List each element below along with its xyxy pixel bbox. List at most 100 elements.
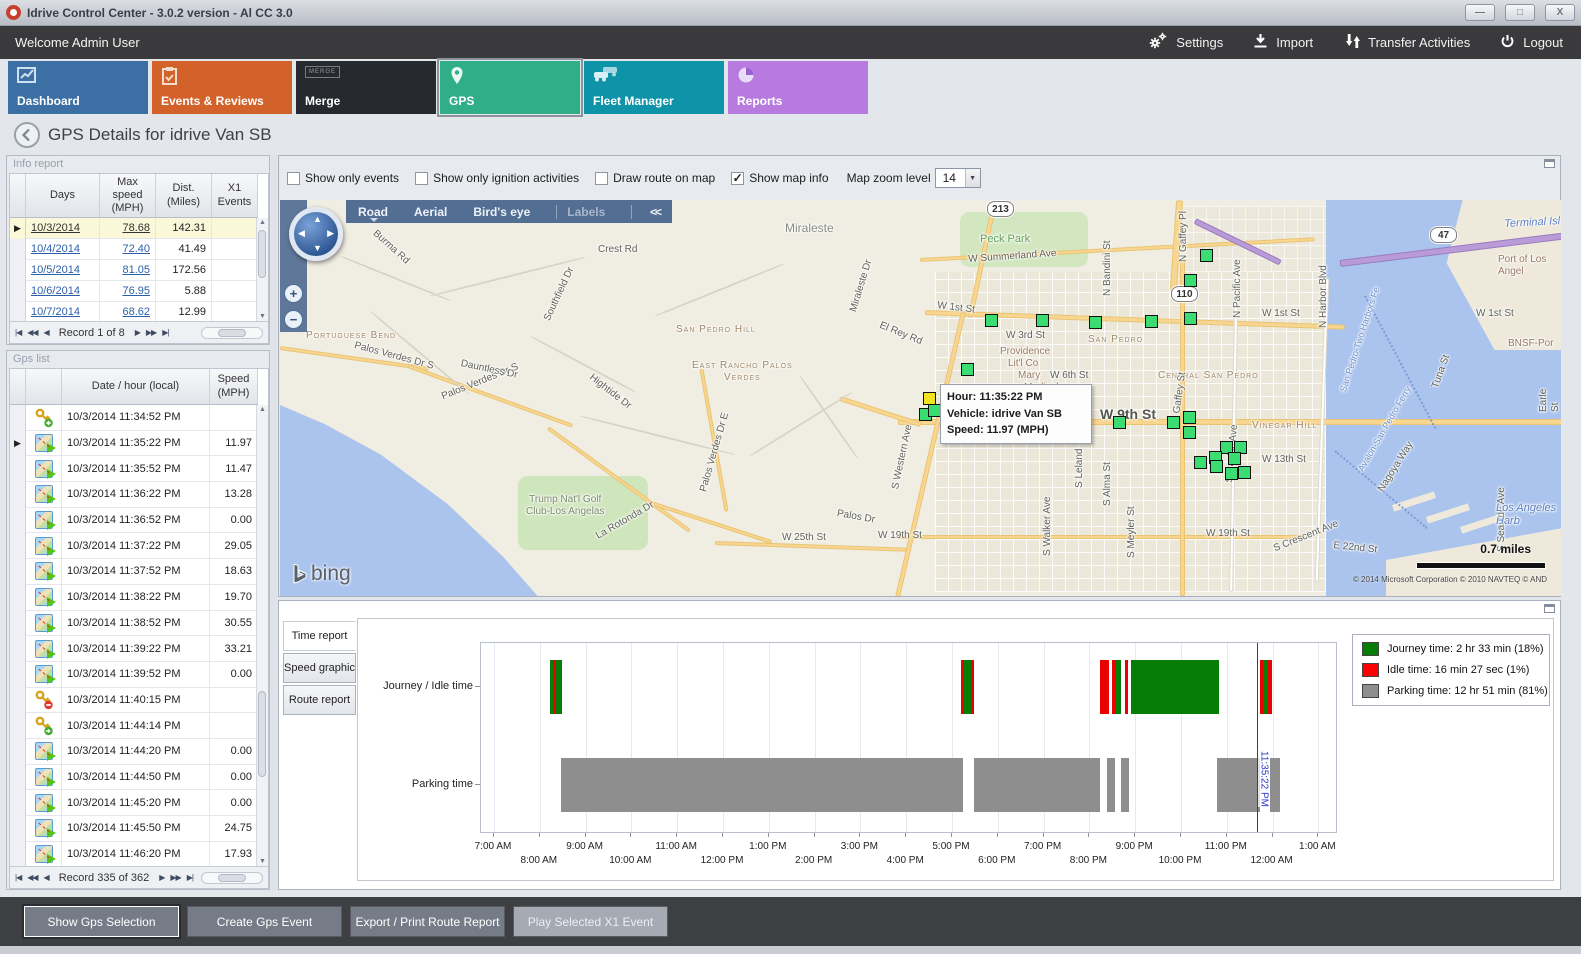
scroll-down-arrow[interactable]: ▼: [259, 858, 266, 865]
horizontal-scrollbar[interactable]: [201, 871, 263, 884]
info-report-vscrollbar[interactable]: ▲ ▼: [256, 218, 268, 321]
scroll-up-arrow[interactable]: ▲: [259, 219, 266, 226]
map-view-tab-aerial[interactable]: Aerial: [414, 204, 448, 219]
column-header[interactable]: Days: [26, 174, 100, 218]
map-marker[interactable]: [1184, 312, 1197, 325]
tab-gps[interactable]: GPS: [437, 58, 583, 117]
tab-fleet-manager[interactable]: Fleet Manager: [584, 61, 724, 114]
map-marker[interactable]: [1200, 249, 1213, 262]
map-marker[interactable]: [1184, 274, 1197, 287]
max-speed-link[interactable]: 72.40: [122, 243, 150, 255]
map-marker[interactable]: [1210, 460, 1223, 473]
gps-row-datetime[interactable]: 10/3/2014 11:36:22 PM: [62, 482, 210, 508]
footer-button-show-gps-selection[interactable]: Show Gps Selection: [24, 906, 179, 937]
back-button[interactable]: [13, 121, 41, 152]
map-pan-compass[interactable]: ▲ ▼ ◀ ▶: [289, 207, 343, 261]
gps-row-datetime[interactable]: 10/3/2014 11:37:52 PM: [62, 559, 210, 585]
fast-next-button[interactable]: ▶▶: [145, 328, 157, 337]
minimize-button[interactable]: —: [1465, 4, 1495, 21]
map-zoom-in-button[interactable]: +: [284, 284, 303, 303]
max-speed-link[interactable]: 68.62: [122, 306, 150, 318]
panel-splitter[interactable]: [271, 155, 277, 890]
checkbox-icon[interactable]: [415, 171, 429, 185]
map-marker[interactable]: [1225, 467, 1238, 480]
gps-row-datetime[interactable]: 10/3/2014 11:44:50 PM: [62, 764, 210, 791]
gps-row-datetime[interactable]: 10/3/2014 11:40:15 PM: [62, 687, 210, 714]
chevron-down-icon[interactable]: ▼: [964, 169, 980, 187]
column-header[interactable]: Date / hour (local): [62, 369, 210, 405]
map-view-tab-road[interactable]: Road: [358, 205, 388, 222]
gps-row-datetime[interactable]: 10/3/2014 11:37:22 PM: [62, 533, 210, 560]
checkbox-show-map-info[interactable]: ✓ Show map info: [731, 171, 829, 185]
gps-row-datetime[interactable]: 10/3/2014 11:35:52 PM: [62, 456, 210, 483]
gps-row-datetime[interactable]: 10/3/2014 11:44:14 PM: [62, 713, 210, 739]
table-row-day[interactable]: 10/5/2014: [26, 260, 100, 281]
column-header[interactable]: Speed (MPH): [210, 369, 258, 405]
menu-item-logout[interactable]: Logout: [1500, 34, 1563, 52]
chart-tab-route-report[interactable]: Route report: [283, 685, 356, 715]
column-header[interactable]: [10, 369, 26, 405]
scroll-up-arrow[interactable]: ▲: [259, 406, 266, 413]
checkbox-icon[interactable]: [287, 171, 300, 185]
fast-next-button[interactable]: ▶▶: [170, 873, 181, 882]
gps-row-datetime[interactable]: 10/3/2014 11:45:50 PM: [62, 816, 210, 842]
maximize-panel-icon[interactable]: [1544, 159, 1555, 168]
close-button[interactable]: X: [1545, 4, 1575, 21]
gps-row-datetime[interactable]: 10/3/2014 11:46:20 PM: [62, 841, 210, 868]
day-link[interactable]: 10/4/2014: [31, 243, 80, 255]
column-header[interactable]: X1 Events: [212, 174, 258, 218]
map-marker[interactable]: [1113, 416, 1126, 429]
table-row-day[interactable]: 10/3/2014: [26, 218, 100, 239]
map-view-tab-labels[interactable]: Labels: [567, 204, 606, 219]
prev-page-button[interactable]: ◀: [43, 328, 50, 337]
tab-merge[interactable]: MERGE Merge: [296, 61, 436, 114]
bing-map[interactable]: Miraleste Peck Park W Summerland Ave Crest …: [280, 200, 1561, 596]
column-header[interactable]: Dist. (Miles): [156, 174, 212, 218]
map-marker[interactable]: [1167, 416, 1180, 429]
map-marker[interactable]: [1089, 316, 1102, 329]
prev-page-button[interactable]: ◀: [43, 873, 50, 882]
day-link[interactable]: 10/6/2014: [31, 285, 80, 297]
scrollbar-thumb[interactable]: [258, 690, 266, 777]
first-page-button[interactable]: |◀: [15, 873, 22, 882]
map-view-tab-birdseye[interactable]: Bird's eye: [473, 204, 531, 219]
day-link[interactable]: 10/7/2014: [31, 306, 80, 318]
gps-row-datetime[interactable]: 10/3/2014 11:34:52 PM: [62, 405, 210, 431]
map-marker[interactable]: [1238, 466, 1251, 479]
map-zoom-dropdown[interactable]: 14 ▼: [934, 168, 981, 188]
map-marker[interactable]: [1145, 315, 1158, 328]
menu-item-settings[interactable]: Settings: [1148, 32, 1223, 53]
menu-item-transfer-activities[interactable]: Transfer Activities: [1343, 33, 1470, 52]
maximize-panel-icon[interactable]: [1544, 604, 1555, 613]
day-link[interactable]: 10/3/2014: [31, 222, 80, 234]
gps-list-vscrollbar[interactable]: ▲ ▼: [256, 405, 268, 866]
gps-row-datetime[interactable]: 10/3/2014 11:35:22 PM: [62, 430, 210, 457]
collapse-map-bar-button[interactable]: <<: [649, 204, 662, 219]
table-row-maxspeed[interactable]: 72.40: [100, 239, 156, 260]
max-speed-link[interactable]: 81.05: [122, 264, 150, 276]
column-header[interactable]: Max speed (MPH): [100, 174, 156, 218]
column-header[interactable]: [26, 369, 62, 405]
checkbox-show-only-ignition-activities[interactable]: Show only ignition activities: [415, 171, 579, 185]
gps-row-datetime[interactable]: 10/3/2014 11:38:22 PM: [62, 584, 210, 611]
map-marker[interactable]: [1228, 452, 1241, 465]
tab-dashboard[interactable]: Dashboard: [8, 61, 148, 114]
footer-button-create-gps-event[interactable]: Create Gps Event: [187, 906, 342, 937]
checkbox-show-only-events[interactable]: Show only events: [287, 171, 399, 185]
fast-prev-button[interactable]: ◀◀: [27, 328, 38, 337]
checkbox-checked-icon[interactable]: ✓: [731, 171, 745, 185]
day-link[interactable]: 10/5/2014: [31, 264, 80, 276]
chart-tab-speed-graphic[interactable]: Speed graphic: [283, 653, 356, 683]
checkbox-icon[interactable]: [595, 171, 609, 185]
map-marker[interactable]: [1036, 314, 1049, 327]
map-marker[interactable]: [1183, 411, 1196, 424]
first-page-button[interactable]: |◀: [15, 328, 22, 337]
map-marker-selected[interactable]: [923, 392, 936, 405]
scrollbar-thumb[interactable]: [258, 230, 266, 278]
map-marker[interactable]: [1183, 426, 1196, 439]
gps-row-datetime[interactable]: 10/3/2014 11:38:52 PM: [62, 610, 210, 637]
map-zoom-out-button[interactable]: −: [284, 310, 303, 329]
table-row-day[interactable]: 10/4/2014: [26, 239, 100, 260]
tab-reports[interactable]: Reports: [728, 61, 868, 114]
last-page-button[interactable]: ▶|: [162, 328, 169, 337]
